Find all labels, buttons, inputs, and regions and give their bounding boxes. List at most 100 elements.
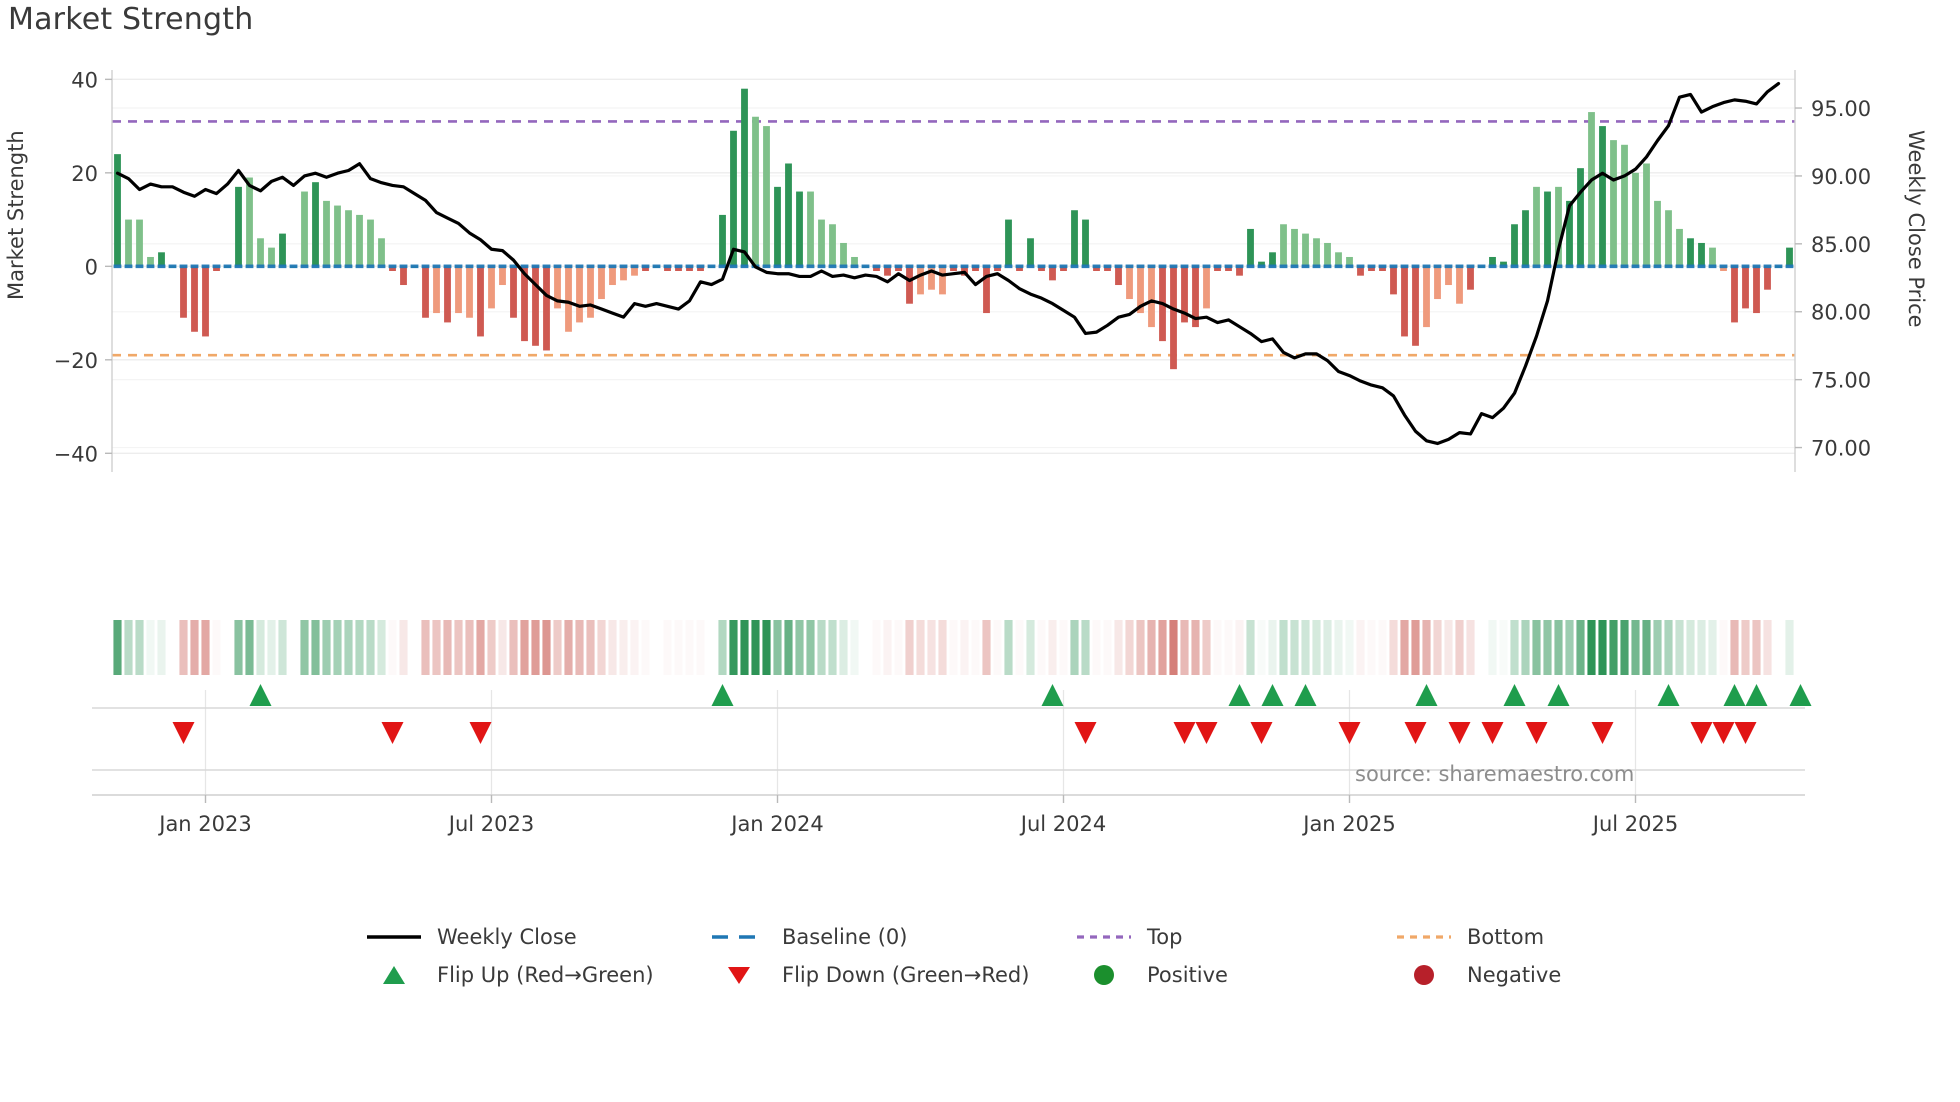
strength-bar [1654,200,1661,267]
baseline-segment [718,264,727,269]
baseline-segment [278,264,287,269]
baseline-segment [1400,264,1409,269]
strength-bar [1742,266,1749,309]
heatmap-cell [1004,620,1013,675]
legend-circle-icon [1094,965,1114,985]
baseline-segment [1455,264,1464,269]
strength-bar [1489,256,1496,267]
strength-bar [323,200,330,267]
heatmap-cell [1488,620,1497,675]
heatmap-cell [1521,620,1530,675]
strength-bar [1082,219,1089,267]
heatmap-cell [696,620,705,675]
legend-item-flip-down-green-red[interactable]: Flip Down (Green→Red) [710,963,1029,987]
baseline-segment [839,264,848,269]
baseline-segment [1609,264,1618,269]
heatmap-cell [1774,620,1783,675]
baseline-segment [1004,264,1013,269]
strength-bar [1720,266,1727,271]
tick-labels: 40 20 0 −20 −40 95.00 90.00 85.00 80.00 75.00 70.0… [54,68,1871,836]
baseline-segment [1114,264,1123,269]
heatmap-cell [542,620,551,675]
baseline-segment [190,264,199,269]
strength-bar [829,224,836,267]
heatmap-cell [1411,620,1420,675]
triangle-up-green-icon [365,963,423,987]
heatmap-cell [1631,620,1640,675]
legend-item-top[interactable]: Top [1075,925,1182,949]
baseline-segment [1477,264,1486,269]
circle-red-icon [1395,963,1453,987]
line-dotted-orange-icon [1395,925,1453,949]
legend-item-negative[interactable]: Negative [1395,963,1561,987]
baseline-segment [1422,264,1431,269]
heatmap-cell [366,620,375,675]
heatmap-cell [1400,620,1409,675]
legend-item-baseline-0[interactable]: Baseline (0) [710,925,907,949]
baseline-segment [1752,264,1761,269]
strength-bar [213,266,220,271]
heatmap-cell [1268,620,1277,675]
strength-heatmap-strip [113,620,1794,675]
baseline-segment [1246,264,1255,269]
strength-bar [1379,266,1386,271]
strength-bar [1247,228,1254,267]
strength-bar [884,266,891,276]
baseline-segment [1785,264,1794,269]
legend-item-weekly-close[interactable]: Weekly Close [365,925,577,949]
legend-item-flip-up-red-green[interactable]: Flip Up (Red→Green) [365,963,654,987]
line-dotted-purple-icon [1075,925,1133,949]
baseline-segment [1169,264,1178,269]
heatmap-cell [597,620,606,675]
flip-up-marker [1294,684,1317,706]
heatmap-cell [179,620,188,675]
flip-down-marker [381,722,404,744]
heatmap-cell [1147,620,1156,675]
x-tick-label: Jan 2023 [157,812,252,836]
baseline-segment [1202,264,1211,269]
heatmap-cell [1499,620,1508,675]
heatmap-cell [399,620,408,675]
baseline-segment [1598,264,1607,269]
heatmap-cell [388,620,397,675]
strength-bar [202,266,209,337]
legend-item-bottom[interactable]: Bottom [1395,925,1544,949]
heatmap-cell [971,620,980,675]
strength-bar [1291,228,1298,267]
strength-bar [994,266,1001,271]
heatmap-cell [1686,620,1695,675]
flip-down-marker [1690,722,1713,744]
strength-bar [818,219,825,267]
heatmap-cell [916,620,925,675]
baseline-segment [685,264,694,269]
heatmap-cell [1444,620,1453,675]
legend-item-positive[interactable]: Positive [1075,963,1228,987]
y-tick-label-left: 40 [71,68,98,92]
flip-up-marker [1657,684,1680,706]
gridlines [112,78,1795,795]
baseline-segment [377,264,386,269]
baseline-segment [1136,264,1145,269]
heatmap-cell [1785,620,1794,675]
strength-bar [1610,140,1617,267]
baseline-segment [1719,264,1728,269]
baseline-segment [1433,264,1442,269]
strength-bar [1236,266,1243,276]
strength-bar [510,266,517,318]
baseline-segment [520,264,529,269]
heatmap-cell [1730,620,1739,675]
baseline-segment [1147,264,1156,269]
strength-bar [422,266,429,318]
baseline-segment [223,264,232,269]
baseline-segment [1565,264,1574,269]
baseline-segment [1257,264,1266,269]
strength-bar [147,256,154,267]
baseline-segment [861,264,870,269]
heatmap-cell [1664,620,1673,675]
flip-down-marker [1481,722,1504,744]
strength-bar [1632,172,1639,267]
strength-bar [1280,224,1287,267]
heatmap-cell [883,620,892,675]
heatmap-cell [1433,620,1442,675]
strength-bar [939,266,946,295]
